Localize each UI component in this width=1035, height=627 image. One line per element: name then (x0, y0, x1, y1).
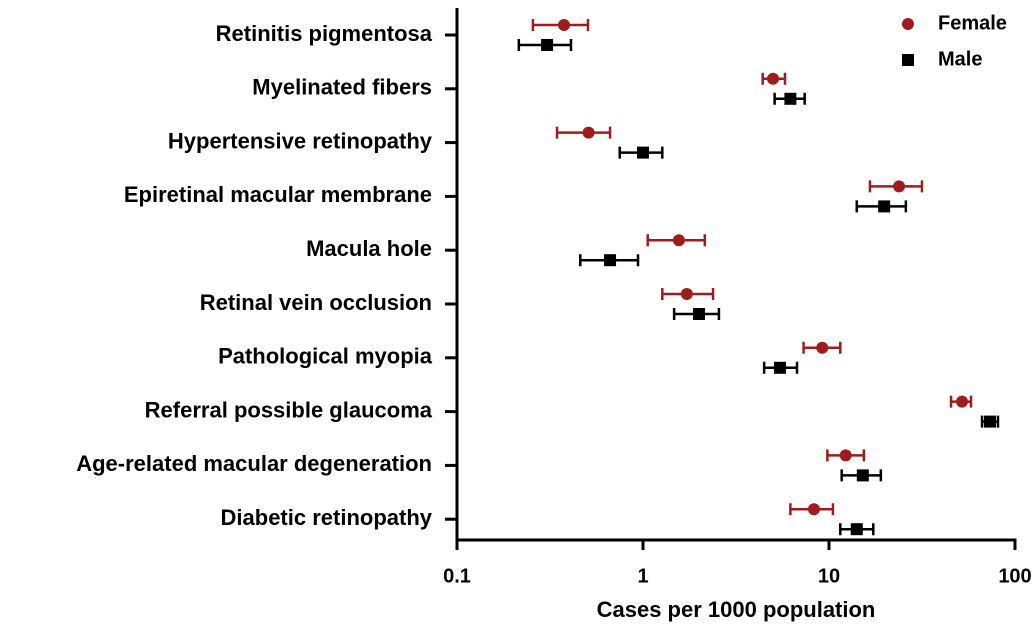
point (893, 180, 906, 193)
point (850, 523, 863, 536)
y-tick-label: Referral possible glaucoma (145, 397, 433, 422)
point (839, 449, 852, 462)
point (984, 415, 997, 428)
point (637, 146, 649, 159)
legend-marker (902, 18, 914, 30)
point (878, 200, 891, 213)
point (557, 19, 570, 31)
point (541, 39, 554, 51)
y-tick-label: Macula hole (306, 236, 432, 261)
y-tick-label: Age-related macular degeneration (76, 451, 432, 476)
y-tick-label: Retinitis pigmentosa (216, 21, 433, 46)
y-tick-label: Myelinated fibers (252, 75, 432, 100)
x-tick-label: 10 (818, 565, 840, 587)
x-axis-title: Cases per 1000 population (597, 597, 876, 622)
point (856, 469, 869, 482)
point (604, 254, 617, 267)
y-tick-label: Hypertensive retinopathy (168, 128, 433, 153)
point (767, 72, 780, 85)
x-tick-label: 100 (998, 565, 1031, 587)
point (807, 503, 820, 516)
y-tick-label: Pathological myopia (218, 344, 433, 369)
point (582, 126, 595, 139)
point (784, 92, 797, 105)
point (773, 361, 786, 374)
point (680, 288, 693, 300)
y-tick-label: Retinal vein occlusion (200, 290, 432, 315)
y-tick-label: Epiretinal macular membrane (124, 182, 432, 207)
point (816, 341, 829, 354)
y-tick-label: Diabetic retinopathy (221, 505, 433, 530)
legend-label: Male (938, 48, 982, 70)
point (956, 395, 969, 408)
legend-label: Female (938, 12, 1007, 34)
point (672, 234, 685, 247)
legend-marker (902, 54, 914, 66)
x-tick-label: 1 (637, 565, 648, 587)
x-tick-label: 0.1 (443, 565, 471, 587)
point (692, 308, 705, 320)
